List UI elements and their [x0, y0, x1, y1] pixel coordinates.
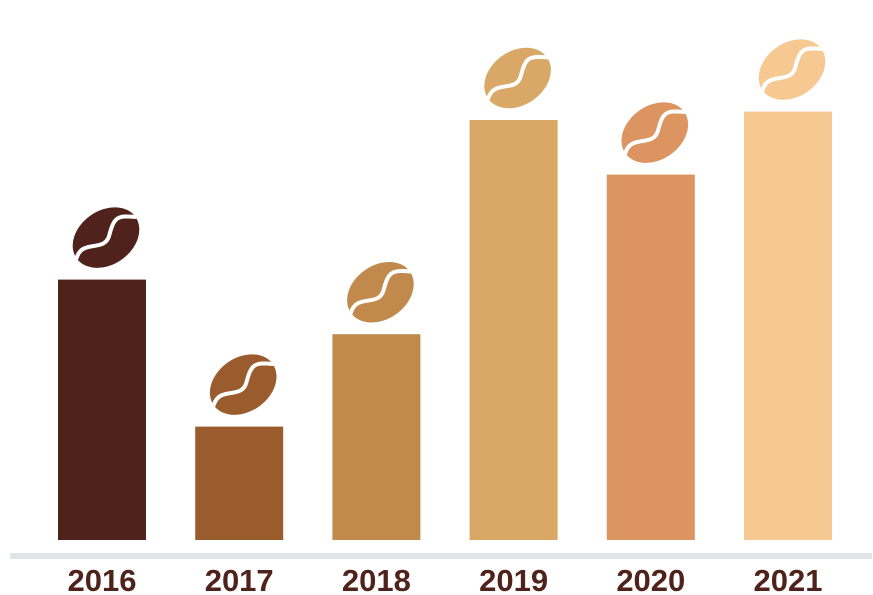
bar-2016	[58, 279, 146, 540]
x-tick-label-2016: 2016	[68, 563, 137, 595]
x-tick-label-2019: 2019	[479, 563, 548, 595]
bar-2017	[195, 426, 284, 540]
bars-group	[58, 111, 832, 540]
coffee-bean-icon	[484, 47, 551, 109]
x-tick-label-2021: 2021	[754, 563, 823, 595]
bar-2019	[469, 120, 558, 540]
coffee-bean-icon	[209, 354, 277, 415]
coffee-bean-icon	[758, 39, 826, 100]
coffee-bean-icon	[621, 102, 689, 163]
coffee-bean-icon	[72, 207, 140, 268]
bar-2018	[332, 334, 421, 540]
coffee-bean-icon	[347, 261, 414, 323]
x-tick-label-2017: 2017	[205, 563, 274, 595]
x-axis-baseline	[10, 553, 872, 559]
tick-labels-group: 2016 2017 2018 2019 2020 2021	[68, 563, 823, 595]
x-tick-label-2020: 2020	[616, 563, 685, 595]
x-tick-label-2018: 2018	[342, 563, 411, 595]
bar-2021	[744, 111, 832, 540]
bar-2020	[606, 174, 695, 540]
beans-group	[72, 39, 826, 415]
